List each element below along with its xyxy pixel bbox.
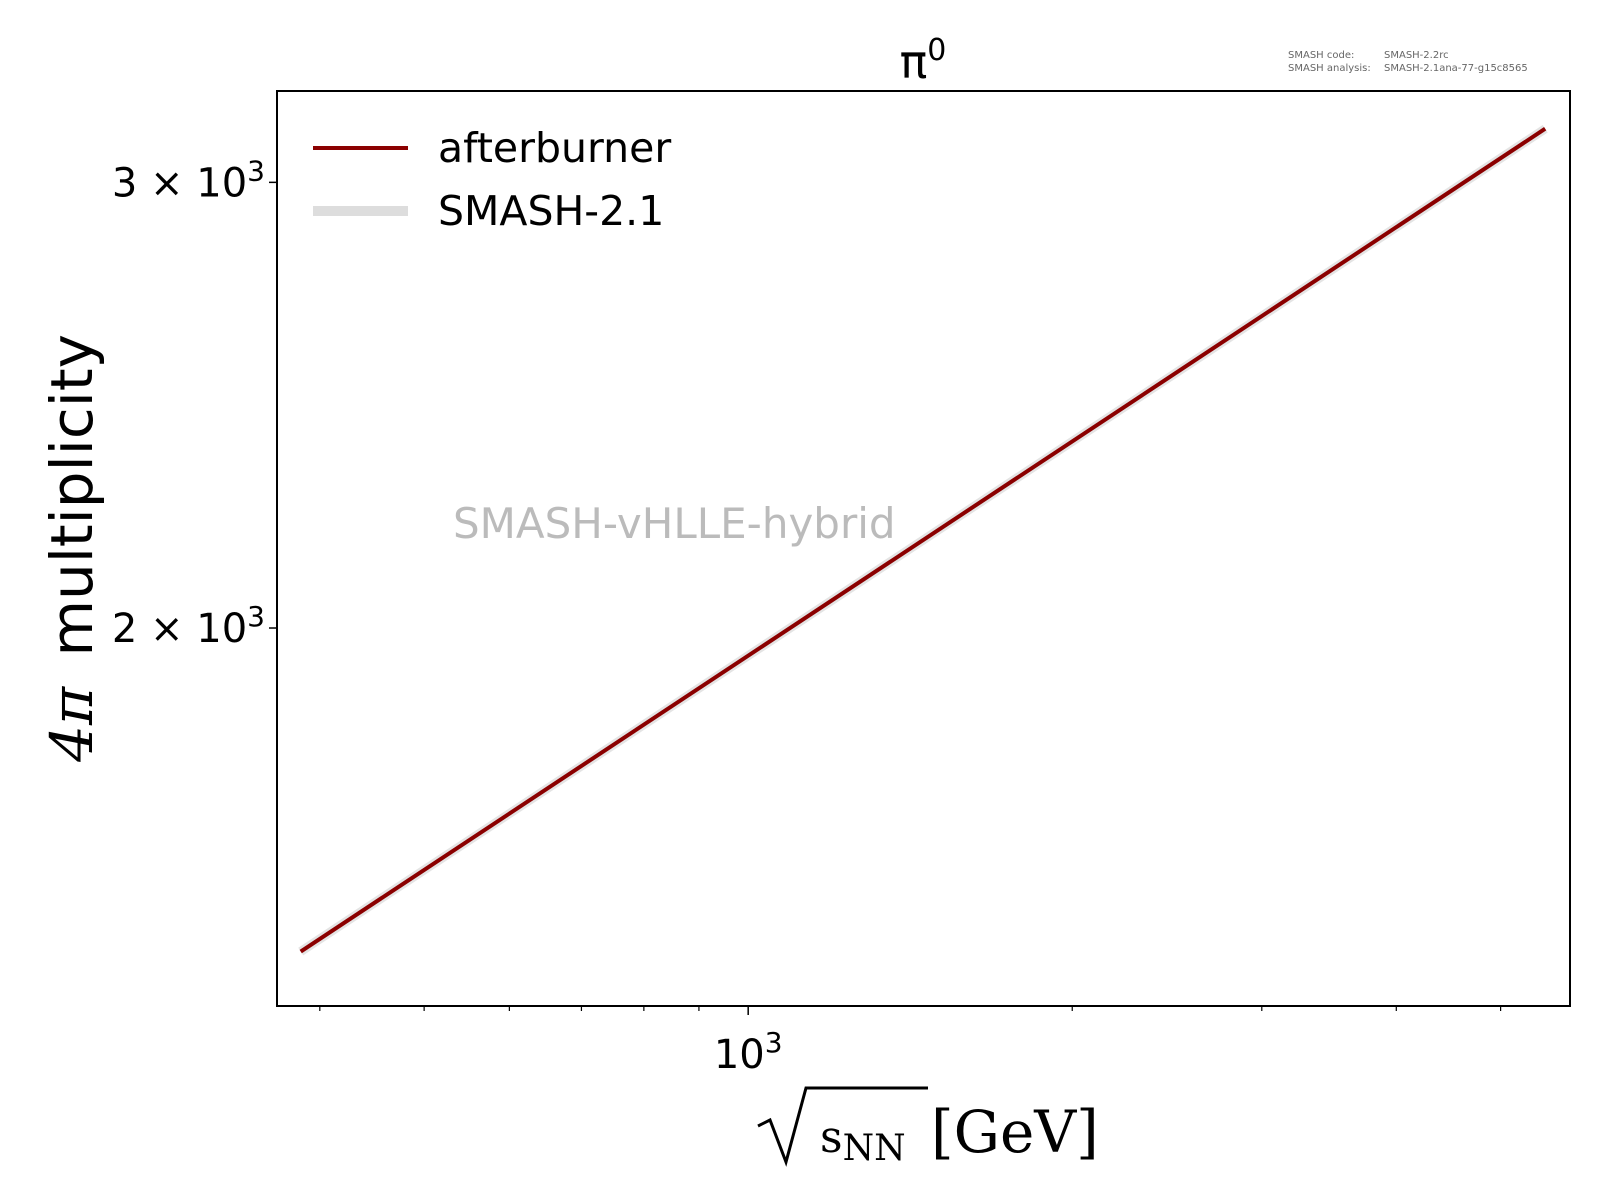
legend-label-smash-2-1: SMASH-2.1 [438, 187, 664, 235]
y-tick-label-exponent: 3 [247, 154, 265, 187]
x-label-radicand-s: s [820, 1112, 843, 1163]
y-tick-label-mantissa: 3 × 10 [112, 160, 247, 206]
x-label-unit: [GeV] [931, 1098, 1099, 1166]
smash-code-value: SMASH-2.2rc [1384, 50, 1449, 61]
legend-label-afterburner: afterburner [438, 124, 671, 172]
sqrt-symbol-icon [757, 1086, 928, 1167]
y-tick-label: 3 × 103 [112, 154, 265, 206]
y-tick-label-mantissa: 2 × 10 [112, 606, 247, 652]
legend: afterburner SMASH-2.1 [313, 124, 671, 235]
y-tick-label-exponent: 3 [247, 600, 265, 633]
x-label-radicand: sNN [820, 1112, 906, 1169]
title-superscript: 0 [927, 33, 946, 68]
x-tick-label-base: 10 [714, 1032, 765, 1078]
chart-title: π0 [900, 33, 947, 89]
y-axis-label: 4π multiplicity [38, 334, 106, 763]
x-tick-label-exponent: 3 [765, 1026, 783, 1059]
x-major-ticks: 103 [714, 1006, 783, 1078]
x-minor-ticks [319, 1006, 1502, 1011]
series-layer [298, 124, 1548, 956]
y-tick-label: 2 × 103 [112, 600, 265, 652]
plot-frame [276, 90, 1571, 1007]
svg-text:4π multiplicity: 4π multiplicity [38, 334, 106, 763]
y-label-text: multiplicity [38, 334, 106, 656]
watermark-text: SMASH-vHLLE-hybrid [453, 499, 896, 548]
x-axis-label: sNN [GeV] [757, 1086, 1099, 1169]
title-base: π [900, 35, 928, 89]
smash-code-label: SMASH code: [1288, 50, 1354, 61]
series-line-afterburner [299, 127, 1547, 954]
x-label-subscript: NN [843, 1128, 906, 1169]
smash-analysis-label: SMASH analysis: [1288, 63, 1371, 74]
y-label-prefix: 4π [38, 686, 106, 763]
x-tick-label: 103 [714, 1026, 783, 1078]
smash-analysis-value: SMASH-2.1ana-77-g15c8565 [1384, 63, 1528, 74]
